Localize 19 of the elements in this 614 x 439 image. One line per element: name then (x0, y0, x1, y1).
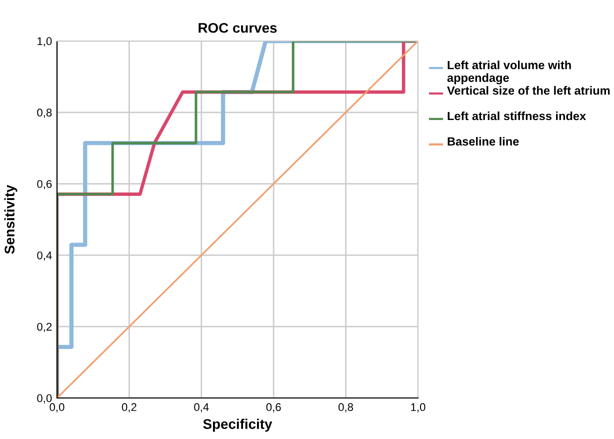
x-tick-label: 1,0 (411, 403, 426, 412)
y-tick-label: 0,4 (37, 251, 52, 261)
y-tick-label: 0,2 (37, 322, 52, 332)
chart-title: ROC curves (198, 22, 277, 33)
x-tick-label: 0,0 (50, 403, 64, 412)
y-tick-label: 0,8 (37, 108, 52, 118)
legend-label: Baseline line (448, 136, 519, 146)
x-tick-label: 0,4 (194, 403, 209, 412)
y-tick-label: 0,6 (37, 180, 52, 190)
x-tick-label: 0,8 (338, 403, 354, 412)
x-axis-title: Specificity (203, 418, 272, 432)
y-axis-title: Sensitivity (4, 184, 18, 254)
legend-label: Vertical size of the left atrium (447, 86, 610, 95)
legend-label: Left atrial stiffness index (448, 112, 586, 120)
y-tick-label: 0,0 (37, 394, 52, 404)
x-tick-label: 0,2 (122, 403, 136, 412)
legend-label: Left atrial volume with appendage (447, 60, 571, 84)
y-tick-label: 1,0 (38, 37, 52, 46)
x-tick-label: 0,6 (266, 403, 281, 412)
